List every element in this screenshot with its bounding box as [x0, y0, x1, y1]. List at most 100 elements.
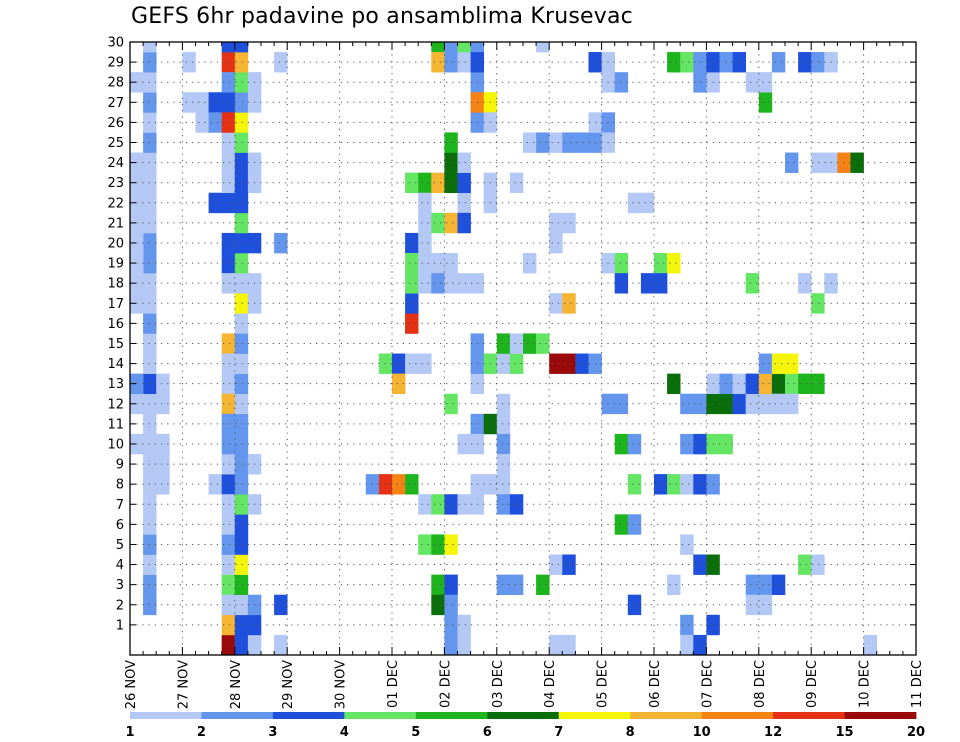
heatmap-cell	[732, 52, 746, 73]
y-tick-label: 16	[107, 317, 124, 332]
heatmap-cell	[667, 253, 681, 274]
y-tick-label: 3	[116, 578, 124, 593]
heatmap-cell	[444, 152, 458, 173]
heatmap-cell	[811, 373, 825, 395]
heatmap-cell	[523, 333, 537, 354]
colorbar-swatch	[201, 712, 274, 719]
x-axis: 26 NOV 27 NOV 28 NOV 29 NOV 30 NOV 01 DEC 02 D…	[124, 42, 925, 709]
heatmap-cell	[496, 454, 511, 475]
heatmap-cell	[418, 172, 432, 194]
heatmap-cell	[745, 574, 760, 596]
colorbar-swatch	[773, 712, 845, 719]
heatmap-cell	[758, 92, 773, 113]
heatmap-cell	[771, 574, 786, 596]
x-tick-label: 29 NOV	[281, 660, 296, 709]
heatmap-cell	[509, 494, 524, 515]
y-tick-label: 7	[116, 498, 124, 513]
heatmap-cell	[496, 393, 511, 415]
heatmap-cell	[444, 594, 458, 616]
heatmap-cell	[221, 172, 236, 194]
heatmap-cell	[680, 393, 694, 415]
heatmap-cell	[221, 273, 236, 294]
heatmap-cell	[758, 393, 773, 415]
heatmap-cell	[221, 393, 236, 415]
heatmap-cell	[732, 373, 746, 395]
heatmap-cell	[745, 594, 760, 616]
heatmap-cell	[143, 42, 157, 53]
heatmap-cell	[234, 534, 249, 555]
heatmap-cell	[811, 152, 825, 173]
heatmap-cell	[811, 554, 825, 575]
colorbar-swatch	[344, 712, 417, 719]
x-tick-label: 02 DEC	[438, 660, 453, 708]
heatmap-cell	[234, 152, 249, 173]
heatmap-cell	[431, 253, 445, 274]
heatmap-cell	[221, 534, 236, 555]
heatmap-cell	[418, 232, 432, 254]
heatmap-cell	[549, 232, 563, 254]
chart-title: GEFS 6hr padavine po ansamblima Krusevac	[131, 4, 633, 29]
heatmap-cell	[234, 132, 249, 153]
heatmap-cell	[693, 433, 707, 455]
heatmap-cell	[221, 42, 236, 53]
heatmap-cell	[745, 373, 760, 395]
heatmap-cell	[457, 273, 471, 294]
heatmap-cell	[496, 574, 511, 596]
heatmap-cell	[654, 273, 668, 294]
colorbar-label: 8	[626, 725, 635, 740]
heatmap-cell	[431, 172, 445, 194]
heatmap-cell	[496, 433, 511, 455]
heatmap-cell	[457, 494, 471, 515]
colorbar-swatch	[130, 712, 202, 719]
heatmap-cell	[680, 474, 694, 495]
heatmap-cell	[627, 192, 642, 214]
heatmap-cell	[457, 212, 471, 234]
heatmap-cell	[247, 634, 262, 656]
heatmap-cell	[234, 313, 249, 334]
heatmap-cell	[221, 132, 236, 153]
heatmap-cell	[614, 72, 629, 93]
heatmap-cell	[680, 433, 694, 455]
heatmap-cell	[667, 373, 681, 395]
heatmap-cell	[208, 112, 222, 133]
heatmap-cell	[234, 273, 249, 294]
heatmap-cell	[627, 514, 642, 535]
heatmap-cell	[234, 574, 249, 596]
heatmap-cell	[234, 72, 249, 93]
heatmap-cell	[444, 494, 458, 515]
heatmap-cell	[221, 92, 236, 113]
colorbar: 1 2 3 4 5 6 7 8 10 12 15 20	[125, 712, 925, 740]
heatmap-cell	[771, 52, 786, 73]
heatmap-cell	[758, 72, 773, 93]
y-tick-label: 6	[116, 518, 124, 533]
heatmap-cell	[405, 253, 419, 274]
heatmap-cell	[470, 42, 484, 53]
heatmap-cell	[221, 413, 236, 435]
heatmap-cell	[221, 192, 236, 214]
heatmap-cell	[614, 273, 629, 294]
heatmap-cell	[444, 614, 458, 636]
heatmap-cell	[457, 192, 471, 214]
y-tick-label: 5	[116, 538, 124, 553]
heatmap-cell	[221, 253, 236, 274]
heatmap-cell	[758, 594, 773, 616]
heatmap-cell	[234, 594, 249, 616]
y-tick-label: 9	[116, 458, 124, 473]
x-tick-label: 10 DEC	[858, 660, 873, 708]
colorbar-label: 2	[197, 725, 206, 740]
heatmap-cell	[234, 474, 249, 495]
heatmap-cell	[798, 273, 812, 294]
heatmap-cell	[549, 132, 563, 153]
heatmap-cell	[418, 212, 432, 234]
heatmap-cell	[758, 353, 773, 374]
y-tick-label: 8	[116, 478, 124, 493]
heatmap-cell	[234, 353, 249, 374]
y-tick-label: 15	[107, 337, 124, 352]
y-tick-label: 29	[107, 56, 124, 71]
heatmap-cell	[523, 132, 537, 153]
x-tick-label: 30 NOV	[334, 660, 349, 709]
heatmap-cell	[667, 474, 681, 495]
heatmap-cell	[221, 514, 236, 535]
heatmap-cell	[418, 273, 432, 294]
heatmap-cell	[234, 514, 249, 535]
